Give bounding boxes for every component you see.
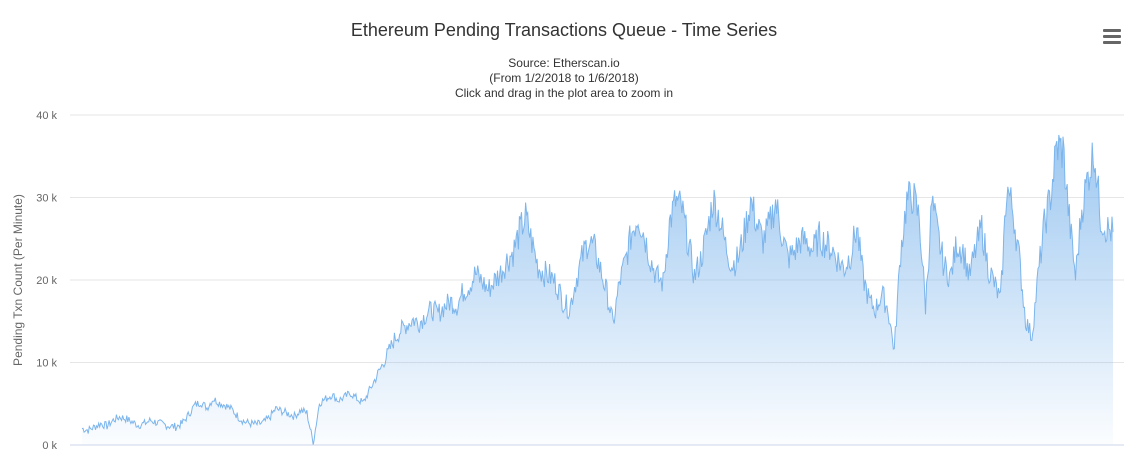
y-axis-title: Pending Txn Count (Per Minute) [11,194,25,366]
chart-subtitle-source: Source: Etherscan.io [508,56,620,70]
y-tick-label: 0 k [42,440,57,452]
chart-title: Ethereum Pending Transactions Queue - Ti… [350,20,778,40]
y-axis-ticks: 0 k 10 k 20 k 30 k 40 k [36,110,57,452]
menu-bar-middle [1103,35,1121,38]
series-line[interactable] [81,134,1114,446]
chart-subtitle-range: (From 1/2/2018 to 1/6/2018) [489,71,639,85]
y-tick-label: 20 k [36,275,57,287]
menu-bar-top [1103,29,1121,32]
y-tick-label: 40 k [36,110,57,122]
series-area[interactable] [82,135,1113,445]
chart-context-menu-icon[interactable] [1100,26,1124,46]
y-tick-label: 30 k [36,193,57,205]
menu-bar-bottom [1103,41,1121,44]
chart-subtitle-hint: Click and drag in the plot area to zoom … [454,86,674,100]
y-tick-label: 10 k [36,358,57,370]
